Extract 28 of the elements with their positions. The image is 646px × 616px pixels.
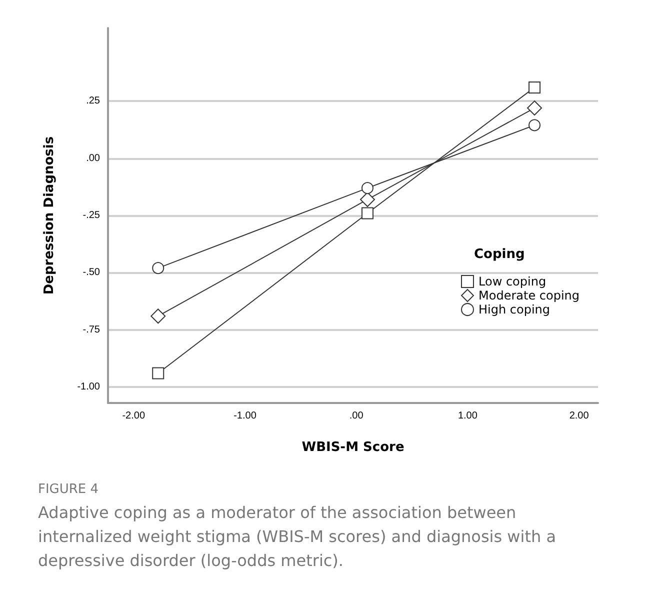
y-tick-label: .00 [86,152,100,164]
x-axis-title: WBIS-M Score [302,440,404,455]
point [361,207,374,220]
y-axis-title: Depression Diagnosis [42,136,57,295]
point [528,81,541,94]
x-tick-label: 1.00 [458,410,478,422]
text: Adaptive coping as a moderator of the association between internalized weight stigma (WBIS-M scores) and diagnosis with a depressive disorder (log-odds metric). [38,502,557,572]
legend-label: High coping [478,302,550,316]
legend-label: Low coping [478,274,546,288]
y-tick-label: -.50 [82,267,100,278]
x-tick-label: -2.00 [122,410,146,422]
point [152,367,164,380]
x-tick-label: .00 [349,410,364,422]
point [152,262,164,274]
y-tick-label: -.25 [82,210,100,221]
y-tick-label: -1.00 [77,381,100,392]
y-tick-label: -.75 [82,324,100,336]
legend-label: Moderate coping [478,288,580,302]
x-tick-label: -1.00 [234,410,257,422]
point [360,192,375,207]
x-tick-label: 2.00 [569,410,590,422]
point [527,100,542,116]
legend-title: Coping [474,247,525,262]
point [361,182,374,194]
point [528,119,541,132]
caption: FIGURE 4 [38,482,100,497]
point [150,308,166,324]
y-tick-label: .25 [86,96,100,107]
